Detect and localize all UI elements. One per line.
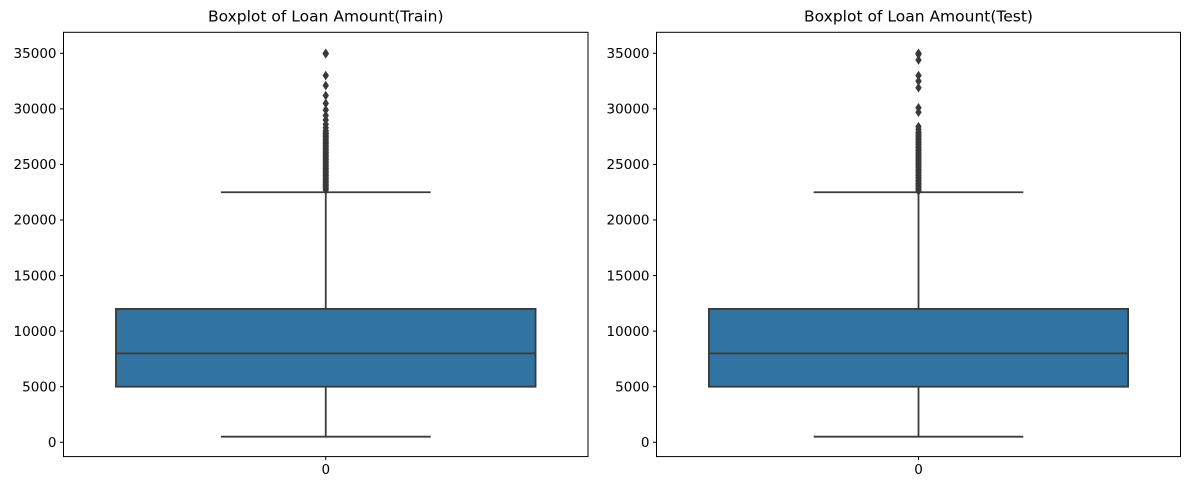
y-tick-label: 30000 [607, 102, 650, 118]
outlier-point [915, 70, 922, 81]
y-tick-label: 0 [641, 435, 650, 451]
axes-frame [63, 31, 589, 458]
y-tick-label: 30000 [14, 102, 57, 118]
y-tick-label: 0 [48, 435, 57, 451]
outlier-point [322, 110, 329, 121]
outlier-point [915, 48, 922, 59]
outlier-point [915, 82, 922, 93]
axes-frame [656, 31, 1181, 458]
y-tick-label: 25000 [14, 157, 57, 173]
iqr-box [115, 308, 537, 388]
outlier-point [915, 102, 922, 113]
y-tick-label: 5000 [615, 379, 649, 395]
outlier-point [322, 80, 329, 91]
subplot-train-xtick-label: 0 [321, 462, 330, 478]
outlier-point [322, 98, 329, 109]
outlier-point [915, 76, 922, 86]
y-tick-label: 35000 [607, 46, 650, 62]
y-tick-label: 15000 [607, 268, 650, 284]
y-tick-label: 20000 [607, 213, 650, 229]
y-tick-label: 5000 [22, 379, 56, 395]
subplot-train-title: Boxplot of Loan Amount(Train) [208, 8, 444, 26]
y-tick-label: 15000 [14, 268, 57, 284]
y-tick-label: 10000 [607, 324, 650, 340]
outlier-point [322, 48, 329, 59]
outlier-point [322, 70, 329, 81]
outlier-point [322, 105, 329, 115]
y-tick-label: 35000 [14, 46, 57, 62]
y-tick-label: 10000 [14, 324, 57, 340]
outlier-point [322, 90, 329, 101]
outlier-point [915, 55, 922, 65]
outlier-point [915, 121, 922, 132]
subplot-test-xtick-label: 0 [914, 462, 923, 478]
iqr-box [708, 308, 1130, 388]
subplot-test-title: Boxplot of Loan Amount(Test) [804, 8, 1033, 26]
y-tick-label: 25000 [607, 157, 650, 173]
y-tick-label: 20000 [14, 213, 57, 229]
subplot-test: 0 5000 10000 15000 20000 25000 30000 35000 [607, 31, 1181, 461]
subplot-train: 0 5000 10000 15000 20000 25000 30000 35000 [14, 31, 589, 461]
